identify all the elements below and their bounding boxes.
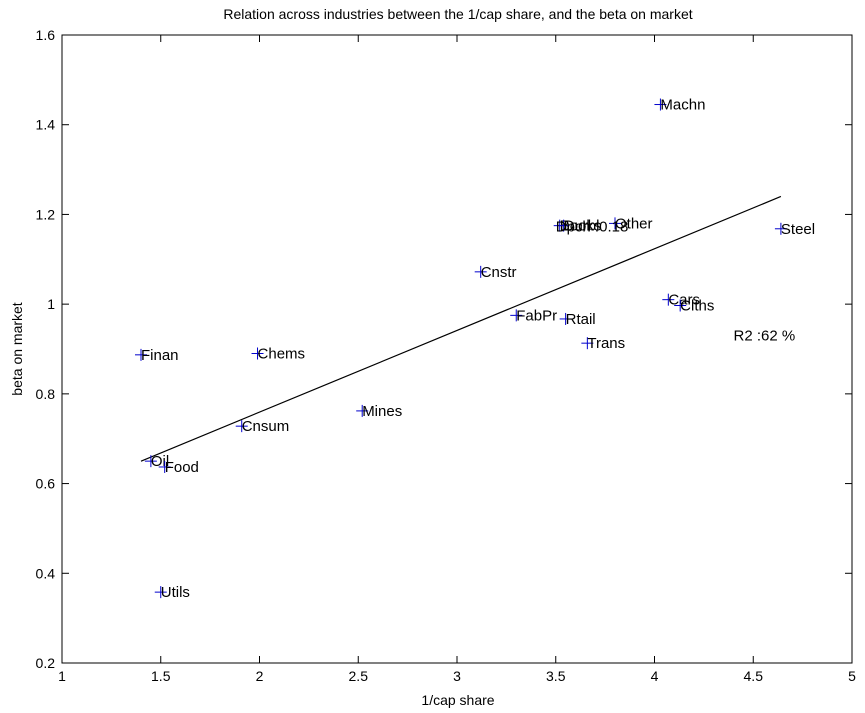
x-tick-label: 1.5 <box>151 668 171 684</box>
y-axis-title: beta on market <box>9 302 25 395</box>
point-label: Rtail <box>566 311 596 328</box>
x-tick-label: 4.5 <box>744 668 764 684</box>
point-label: Durbl <box>564 218 600 235</box>
point-label: Steel <box>781 221 815 238</box>
data-point: FabPr <box>510 307 557 324</box>
y-tick-label: 0.6 <box>36 476 56 492</box>
data-point: Clths <box>674 297 714 314</box>
point-label: Finan <box>141 347 179 364</box>
data-point: Rtail <box>559 311 596 328</box>
x-tick-label: 3 <box>453 668 461 684</box>
y-tick-label: 1 <box>47 296 55 312</box>
data-point: Food <box>158 459 199 476</box>
point-label: Utils <box>161 584 190 601</box>
data-point: Steel <box>774 221 815 238</box>
point-label: Mines <box>362 403 402 420</box>
point-label: Books <box>560 218 602 235</box>
data-point: Cnstr <box>474 264 517 281</box>
x-tick-label: 2.5 <box>349 668 369 684</box>
data-point: Other <box>609 215 653 232</box>
data-point: Mines <box>356 403 402 420</box>
annotation-label: Dpch :0.18 <box>556 219 629 236</box>
point-label: Cars <box>668 292 700 309</box>
x-tick-label: 3.5 <box>546 668 566 684</box>
point-label: Food <box>165 459 199 476</box>
y-tick-label: 1.6 <box>36 27 56 43</box>
y-tick-label: 0.8 <box>36 386 56 402</box>
point-label: Machn <box>660 97 705 114</box>
point-label: FabPr <box>516 307 557 324</box>
y-tick-label: 1.4 <box>36 117 56 133</box>
point-label: Cnstr <box>481 264 517 281</box>
data-point: Cnsum <box>235 418 290 435</box>
point-label: Other <box>615 215 653 232</box>
point-label: Chems <box>258 345 306 362</box>
data-point: Finan <box>135 347 179 364</box>
annotations: Dpch :0.18 R2 :62 % <box>556 219 795 345</box>
data-point: Utils <box>154 584 190 601</box>
point-label: Clths <box>680 297 714 314</box>
x-tick-label: 5 <box>848 668 856 684</box>
data-point: Durbl <box>557 218 600 235</box>
point-label: Cnsum <box>242 418 290 435</box>
y-tick-label: 0.2 <box>36 655 56 671</box>
x-axis-title: 1/cap share <box>421 692 494 708</box>
data-point: Chems <box>251 345 306 362</box>
x-tick-label: 1 <box>58 668 66 684</box>
data-point: Cars <box>662 292 700 309</box>
y-tick-label: 1.2 <box>36 206 56 222</box>
x-tick-label: 4 <box>651 668 659 684</box>
x-tick-label: 2 <box>256 668 264 684</box>
data-point: Trans <box>581 335 625 352</box>
annotation-label: R2 :62 % <box>734 328 796 345</box>
chart-title: Relation across industries between the 1… <box>223 6 692 22</box>
data-point: Machn <box>654 97 705 114</box>
y-axis: 0.2 0.4 0.6 0.8 1 1.2 1.4 1.6 <box>36 27 852 671</box>
x-axis: 1 1.5 2 2.5 3 3.5 4 4.5 5 <box>58 35 856 684</box>
regression-line <box>140 195 782 462</box>
point-label: Trans <box>587 335 625 352</box>
y-tick-label: 0.4 <box>36 565 56 581</box>
